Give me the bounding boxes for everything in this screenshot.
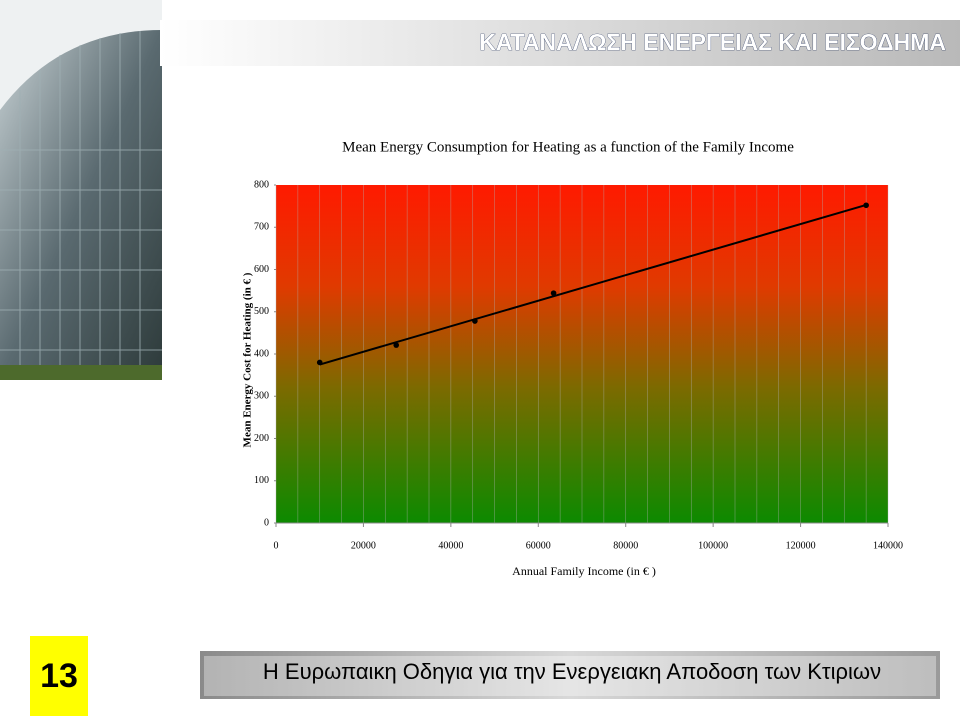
chart-title: Mean Energy Consumption for Heating as a… xyxy=(342,139,794,155)
y-tick-label: 100 xyxy=(254,475,269,486)
data-point xyxy=(863,202,869,209)
x-tick-label: 100000 xyxy=(698,540,728,551)
y-tick-label: 300 xyxy=(254,391,269,402)
y-tick-label: 700 xyxy=(254,222,269,233)
x-tick-label: 40000 xyxy=(438,540,463,551)
trendline xyxy=(319,203,867,366)
y-axis-label: Mean Energy Cost for Heating (in € ) xyxy=(242,272,254,447)
x-tick-label: 140000 xyxy=(873,540,903,551)
data-point xyxy=(393,342,400,348)
page-number-box xyxy=(30,636,88,716)
x-tick-label: 60000 xyxy=(526,540,551,551)
x-tick-label: 0 xyxy=(274,540,279,551)
slide-title: ΚΑΤΑΝΑΛΩΣΗ ΕΝΕΡΓΕΙΑΣ ΚΑΙ ΕΙΣΟΔΗΜΑ xyxy=(479,29,946,55)
page-number: 13 xyxy=(40,657,78,695)
y-tick-label: 0 xyxy=(264,517,269,528)
y-tick-label: 600 xyxy=(254,264,269,275)
footer-bar xyxy=(200,651,940,699)
data-point xyxy=(316,359,323,366)
y-tick-label: 500 xyxy=(254,306,269,317)
x-axis-label: Annual Family Income (in € ) xyxy=(512,564,656,578)
header-bar xyxy=(160,20,960,66)
y-tick-label: 800 xyxy=(254,179,269,190)
x-tick-label: 80000 xyxy=(613,540,638,551)
y-tick-label: 200 xyxy=(254,433,269,444)
data-point xyxy=(472,318,478,324)
data-point xyxy=(550,290,557,296)
building-image xyxy=(0,0,162,380)
footer-text: Η Ευρωπαικη Οδηγια για την Ενεργειακη Απ… xyxy=(263,659,881,684)
x-tick-label: 120000 xyxy=(786,540,816,551)
y-tick-label: 400 xyxy=(254,348,269,359)
chart: 0 20000 40000 60000 80000 100000 120000 140000 0… xyxy=(254,179,903,551)
footer-inner xyxy=(204,656,936,696)
x-tick-label: 20000 xyxy=(351,540,376,551)
